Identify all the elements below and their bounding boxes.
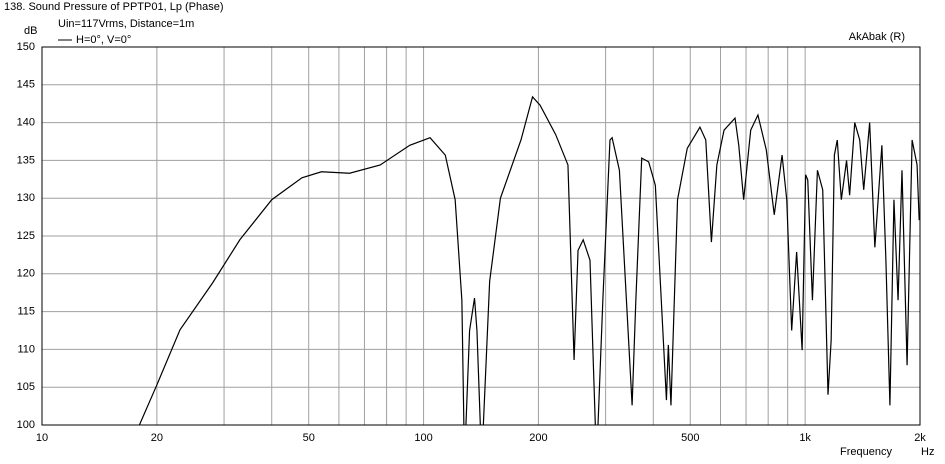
x-tick-label: 200 — [529, 432, 547, 444]
legend-label: H=0°, V=0° — [76, 34, 131, 46]
x-unit: Hz — [921, 446, 934, 458]
x-tick-label: 50 — [303, 432, 315, 444]
x-tick-label: 2k — [914, 432, 926, 444]
y-unit: dB — [24, 25, 37, 37]
y-tick-label: 140 — [17, 117, 35, 129]
y-tick-label: 150 — [17, 41, 35, 53]
y-tick-label: 130 — [17, 192, 35, 204]
y-tick-label: 105 — [17, 381, 35, 393]
data-line — [138, 95, 920, 425]
chart-subtitle: Uin=117Vrms, Distance=1m — [58, 18, 194, 30]
y-tick-label: 135 — [17, 154, 35, 166]
x-tick-label: 500 — [681, 432, 699, 444]
y-tick-label: 115 — [17, 306, 35, 318]
plot-frame — [41, 46, 921, 426]
x-tick-label: 100 — [414, 432, 432, 444]
y-tick-label: 110 — [17, 343, 35, 355]
y-tick-label: 120 — [17, 268, 35, 280]
x-tick-label: 1k — [799, 432, 811, 444]
chart-title: 138. Sound Pressure of PPTP01, Lp (Phase… — [4, 1, 224, 13]
x-label: Frequency — [840, 446, 892, 458]
y-tick-label: 100 — [17, 419, 35, 431]
x-tick-label: 10 — [36, 432, 48, 444]
y-tick-label: 145 — [17, 79, 35, 91]
x-tick-label: 20 — [151, 432, 163, 444]
y-tick-label: 125 — [17, 230, 35, 242]
annotation: AkAbak (R) — [849, 31, 905, 43]
